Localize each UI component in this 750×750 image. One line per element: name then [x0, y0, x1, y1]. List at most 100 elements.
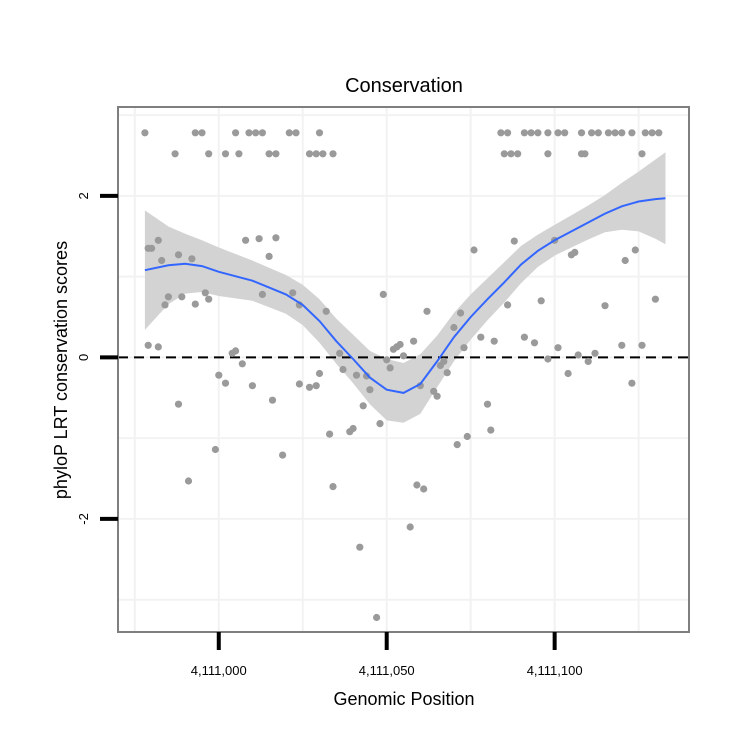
- data-point: [272, 150, 280, 158]
- data-point: [628, 379, 636, 387]
- data-point: [255, 235, 263, 243]
- data-point: [144, 341, 152, 349]
- data-point: [554, 129, 562, 137]
- data-point: [504, 129, 512, 137]
- x-tick-label: 4,111,050: [359, 663, 415, 678]
- data-point: [631, 246, 639, 254]
- data-point: [534, 129, 542, 137]
- data-point: [584, 357, 592, 365]
- data-point: [161, 301, 169, 309]
- x-tick-label: 4,111,100: [527, 663, 583, 678]
- data-point: [211, 445, 219, 454]
- data-point: [410, 337, 418, 345]
- data-point: [520, 333, 529, 341]
- data-point: [349, 424, 357, 433]
- data-point: [460, 344, 468, 352]
- data-point: [487, 426, 495, 434]
- data-point: [655, 129, 663, 137]
- data-point: [373, 613, 381, 622]
- data-point: [601, 302, 609, 310]
- data-point: [201, 289, 209, 297]
- data-point: [228, 349, 236, 357]
- data-point: [242, 236, 250, 244]
- data-point: [238, 360, 246, 368]
- data-point: [490, 337, 498, 345]
- data-point: [510, 237, 518, 245]
- data-point: [604, 129, 613, 137]
- data-point: [396, 340, 404, 349]
- data-point: [265, 150, 273, 158]
- data-point: [594, 129, 602, 137]
- data-point: [148, 244, 156, 252]
- data-point: [174, 251, 183, 259]
- data-point: [577, 129, 586, 137]
- data-point: [561, 129, 569, 137]
- data-point: [154, 236, 162, 244]
- data-point: [326, 430, 334, 438]
- data-point: [305, 150, 314, 158]
- data-point: [530, 339, 539, 347]
- smooth-fit-line: [144, 197, 666, 394]
- data-point: [205, 150, 213, 158]
- data-point: [453, 441, 461, 449]
- data-point: [443, 369, 451, 377]
- data-point: [245, 129, 253, 137]
- data-point: [379, 290, 387, 298]
- data-point: [164, 293, 172, 301]
- data-point: [315, 129, 324, 137]
- x-axis-label: Genomic Position: [333, 689, 474, 709]
- data-point: [423, 307, 431, 315]
- data-point: [581, 150, 589, 158]
- data-point: [564, 369, 572, 378]
- data-point: [618, 129, 626, 137]
- data-point: [450, 323, 458, 332]
- data-point: [305, 383, 314, 391]
- data-point: [386, 364, 394, 372]
- data-point: [638, 150, 646, 158]
- data-points: [141, 129, 663, 622]
- data-point: [336, 349, 344, 357]
- data-point: [158, 256, 166, 265]
- data-point: [356, 543, 364, 551]
- data-point: [154, 343, 162, 351]
- data-point: [376, 420, 384, 428]
- data-point: [537, 297, 545, 305]
- data-point: [554, 344, 562, 352]
- data-point: [285, 129, 293, 137]
- data-point: [272, 234, 280, 242]
- data-point: [574, 351, 582, 359]
- data-point: [477, 333, 485, 341]
- data-point: [363, 372, 371, 380]
- data-point: [258, 129, 266, 137]
- data-point: [178, 293, 186, 301]
- y-axis-label: phyloP LRT conservation scores: [51, 241, 71, 499]
- data-point: [174, 400, 183, 408]
- data-point: [268, 396, 277, 404]
- data-point: [520, 129, 529, 137]
- data-point: [366, 386, 374, 394]
- data-point: [191, 129, 199, 137]
- data-point: [463, 432, 471, 441]
- panel-border: [117, 106, 690, 633]
- data-point: [413, 481, 421, 489]
- data-point: [265, 252, 273, 260]
- data-point: [470, 246, 478, 254]
- confidence-ribbon: [144, 152, 666, 423]
- data-point: [312, 150, 320, 158]
- data-point: [527, 129, 535, 137]
- data-point: [198, 129, 206, 137]
- data-point: [221, 379, 230, 387]
- data-point: [215, 371, 223, 379]
- data-point: [248, 382, 256, 390]
- data-point: [544, 355, 552, 363]
- data-point: [571, 248, 579, 256]
- data-point: [504, 301, 512, 309]
- data-point: [648, 129, 656, 137]
- data-point: [258, 290, 266, 298]
- chart-title: Conservation: [345, 75, 463, 97]
- data-point: [205, 295, 213, 303]
- data-point: [191, 300, 199, 308]
- data-point: [497, 129, 505, 137]
- data-point: [295, 380, 303, 388]
